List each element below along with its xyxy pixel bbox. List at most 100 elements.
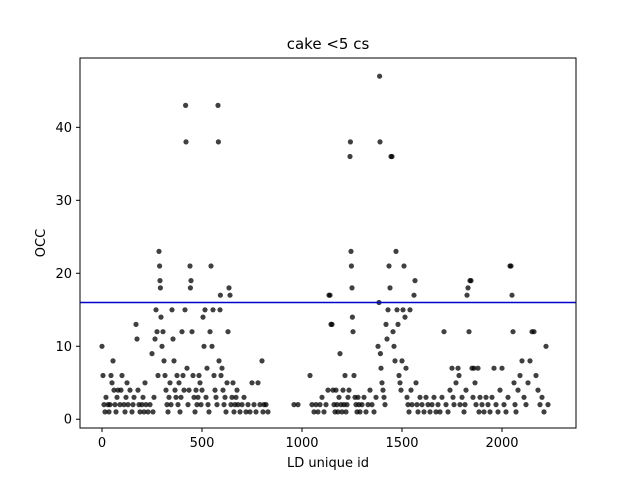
data-point <box>220 387 226 393</box>
data-point <box>493 402 499 408</box>
data-point <box>102 409 108 415</box>
data-point <box>151 394 157 400</box>
data-point <box>421 409 427 415</box>
data-point <box>377 351 383 357</box>
data-point <box>363 409 369 415</box>
data-point <box>499 365 505 371</box>
data-point <box>198 402 204 408</box>
data-point <box>491 365 497 371</box>
data-point <box>130 402 136 408</box>
data-point <box>379 380 385 386</box>
data-point <box>357 409 363 415</box>
data-point <box>351 372 357 379</box>
data-point <box>196 372 202 379</box>
data-point <box>373 394 379 400</box>
data-point <box>178 394 184 400</box>
data-point <box>510 329 516 335</box>
data-point <box>523 402 529 408</box>
x-tick-label: 500 <box>190 436 215 451</box>
data-point <box>378 365 384 371</box>
data-point <box>359 402 365 408</box>
data-point <box>111 387 117 393</box>
data-point <box>497 387 503 393</box>
data-point <box>121 402 127 408</box>
data-point <box>160 329 166 335</box>
data-point <box>200 314 206 320</box>
x-tick-label: 1000 <box>285 436 318 451</box>
y-tick-label: 0 <box>64 413 72 428</box>
data-point <box>218 372 224 379</box>
data-point <box>167 380 173 386</box>
data-point <box>329 321 335 327</box>
data-point <box>225 329 231 335</box>
data-point <box>397 380 403 386</box>
data-point <box>108 372 114 379</box>
data-point <box>176 380 182 386</box>
data-point <box>545 402 551 408</box>
data-point <box>263 402 269 408</box>
data-point <box>239 402 245 408</box>
data-point <box>335 409 341 415</box>
data-point <box>389 153 395 160</box>
data-point <box>347 153 353 160</box>
data-point <box>249 380 255 386</box>
data-point <box>118 387 124 393</box>
data-point <box>451 402 457 408</box>
data-point <box>230 380 236 386</box>
data-point <box>195 394 201 400</box>
x-axis-label: LD unique id <box>287 456 369 471</box>
data-point <box>456 372 462 379</box>
data-point <box>521 394 527 400</box>
data-point <box>123 394 129 400</box>
data-point <box>163 387 169 393</box>
data-point <box>157 285 163 291</box>
data-point <box>175 402 181 408</box>
data-point <box>455 365 461 371</box>
data-point <box>511 380 517 386</box>
data-point <box>505 394 511 400</box>
data-point <box>487 409 493 415</box>
data-point <box>222 394 228 400</box>
data-point <box>233 394 239 400</box>
data-point <box>211 372 217 379</box>
data-point <box>107 402 113 408</box>
data-point <box>202 307 208 313</box>
data-point <box>159 343 165 349</box>
data-point <box>346 387 352 393</box>
data-point <box>382 402 388 408</box>
data-point <box>194 402 200 408</box>
data-point <box>398 387 404 393</box>
data-point <box>226 285 232 291</box>
data-point <box>475 365 481 371</box>
data-point <box>205 402 211 408</box>
data-point <box>150 409 156 415</box>
data-point <box>158 314 164 320</box>
data-point <box>129 409 135 415</box>
data-point <box>189 329 195 335</box>
data-point <box>265 409 271 415</box>
data-point <box>179 329 185 335</box>
data-point <box>463 387 469 393</box>
data-point <box>295 402 301 408</box>
data-point <box>217 307 223 313</box>
data-point <box>184 365 190 371</box>
data-point <box>143 402 149 408</box>
data-point <box>213 394 219 400</box>
data-point <box>241 394 247 400</box>
data-point <box>367 387 373 393</box>
data-point <box>216 358 222 364</box>
data-point <box>347 139 353 145</box>
data-point <box>384 336 390 342</box>
data-point <box>313 402 319 408</box>
data-point <box>470 394 476 400</box>
data-point <box>509 292 515 298</box>
data-point <box>110 358 116 364</box>
data-point <box>414 402 420 408</box>
data-point <box>349 285 355 291</box>
data-point <box>161 358 167 364</box>
plot-area <box>80 58 576 428</box>
data-point <box>321 409 327 415</box>
data-point <box>387 285 393 291</box>
data-point <box>535 387 541 393</box>
data-point <box>401 263 407 269</box>
